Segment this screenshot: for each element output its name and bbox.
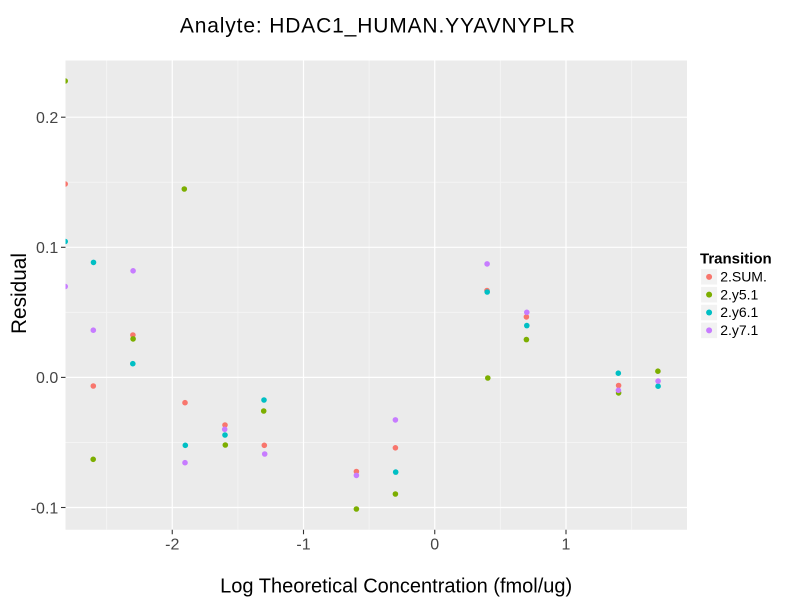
svg-text:0.0: 0.0 (36, 370, 58, 387)
svg-text:Log Theoretical Concentration: Log Theoretical Concentration (fmol/ug) (220, 576, 572, 598)
svg-text:Residual: Residual (8, 253, 31, 334)
svg-text:Transition: Transition (700, 251, 772, 268)
svg-text:-2: -2 (165, 537, 179, 554)
svg-text:0.1: 0.1 (36, 240, 58, 257)
svg-text:Analyte: HDAC1_HUMAN.YYAVNYPLR: Analyte: HDAC1_HUMAN.YYAVNYPLR (180, 15, 576, 38)
svg-text:-1: -1 (296, 537, 310, 554)
svg-text:2.y6.1: 2.y6.1 (720, 304, 758, 320)
svg-text:-0.1: -0.1 (31, 500, 59, 517)
svg-text:0.2: 0.2 (36, 110, 58, 127)
svg-text:0: 0 (430, 537, 439, 554)
svg-text:2.y5.1: 2.y5.1 (720, 286, 758, 302)
svg-text:2.y7.1: 2.y7.1 (720, 322, 758, 338)
svg-text:2.SUM.: 2.SUM. (720, 269, 767, 285)
svg-text:1: 1 (562, 537, 571, 554)
